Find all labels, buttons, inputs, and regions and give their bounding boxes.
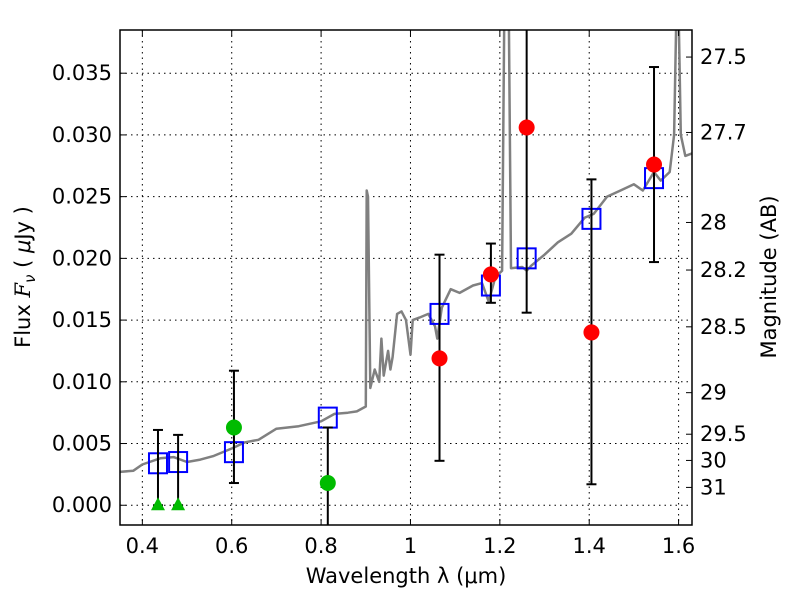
y2-tick-label: 27.5: [700, 45, 747, 69]
observed-point: [518, 119, 535, 136]
ticks: 0.4 0.6 0.8 1 1.2 1.4 1.6 0.000 0.005 0.010 0.015 0…: [52, 30, 747, 558]
x-tick-label: 0.8: [304, 534, 337, 558]
x-axis-label: Wavelength λ (μm): [306, 564, 507, 588]
upper-limit-triangle: [150, 497, 165, 511]
spectrum-line: [120, 30, 692, 474]
y-tick-label: 0.010: [52, 370, 112, 394]
y-tick-label: 0.020: [52, 246, 112, 270]
axes-frame: [119, 29, 693, 526]
y-tick-label: 0.015: [52, 308, 112, 332]
y2-tick-label: 28: [700, 210, 727, 234]
observed-point: [225, 419, 242, 436]
y2-tick-label: 29: [700, 381, 727, 405]
observed-point: [431, 350, 448, 367]
x-tick-label: 1.6: [662, 534, 695, 558]
observed-point: [583, 324, 600, 341]
x-tick-label: 1.2: [483, 534, 516, 558]
y-tick-label: 0.025: [52, 185, 112, 209]
observed-point: [319, 475, 336, 492]
observed-point: [482, 266, 499, 283]
x-tick-label: 0.6: [215, 534, 248, 558]
y-axis-label: Flux Fν ( μJy ): [11, 206, 39, 348]
upper-limit-triangle: [171, 497, 186, 511]
x-tick-label: 1.4: [573, 534, 606, 558]
y-tick-label: 0.000: [52, 493, 112, 517]
y2-tick-label: 31: [700, 475, 727, 499]
grid: [120, 30, 692, 525]
plot-area: [120, 30, 692, 525]
y2-tick-label: 29.5: [700, 422, 747, 446]
y-tick-label: 0.035: [52, 61, 112, 85]
y2-tick-label: 27.7: [700, 120, 747, 144]
y-tick-label: 0.005: [52, 432, 112, 456]
x-tick-label: 0.4: [126, 534, 159, 558]
y-tick-label: 0.030: [52, 123, 112, 147]
observed-point: [646, 156, 663, 173]
y2-axis-label: Magnitude (AB): [757, 195, 781, 358]
y2-tick-label: 28.2: [700, 258, 747, 282]
x-tick-label: 1: [404, 534, 417, 558]
y2-tick-label: 28.5: [700, 315, 747, 339]
y2-tick-label: 30: [700, 448, 727, 472]
